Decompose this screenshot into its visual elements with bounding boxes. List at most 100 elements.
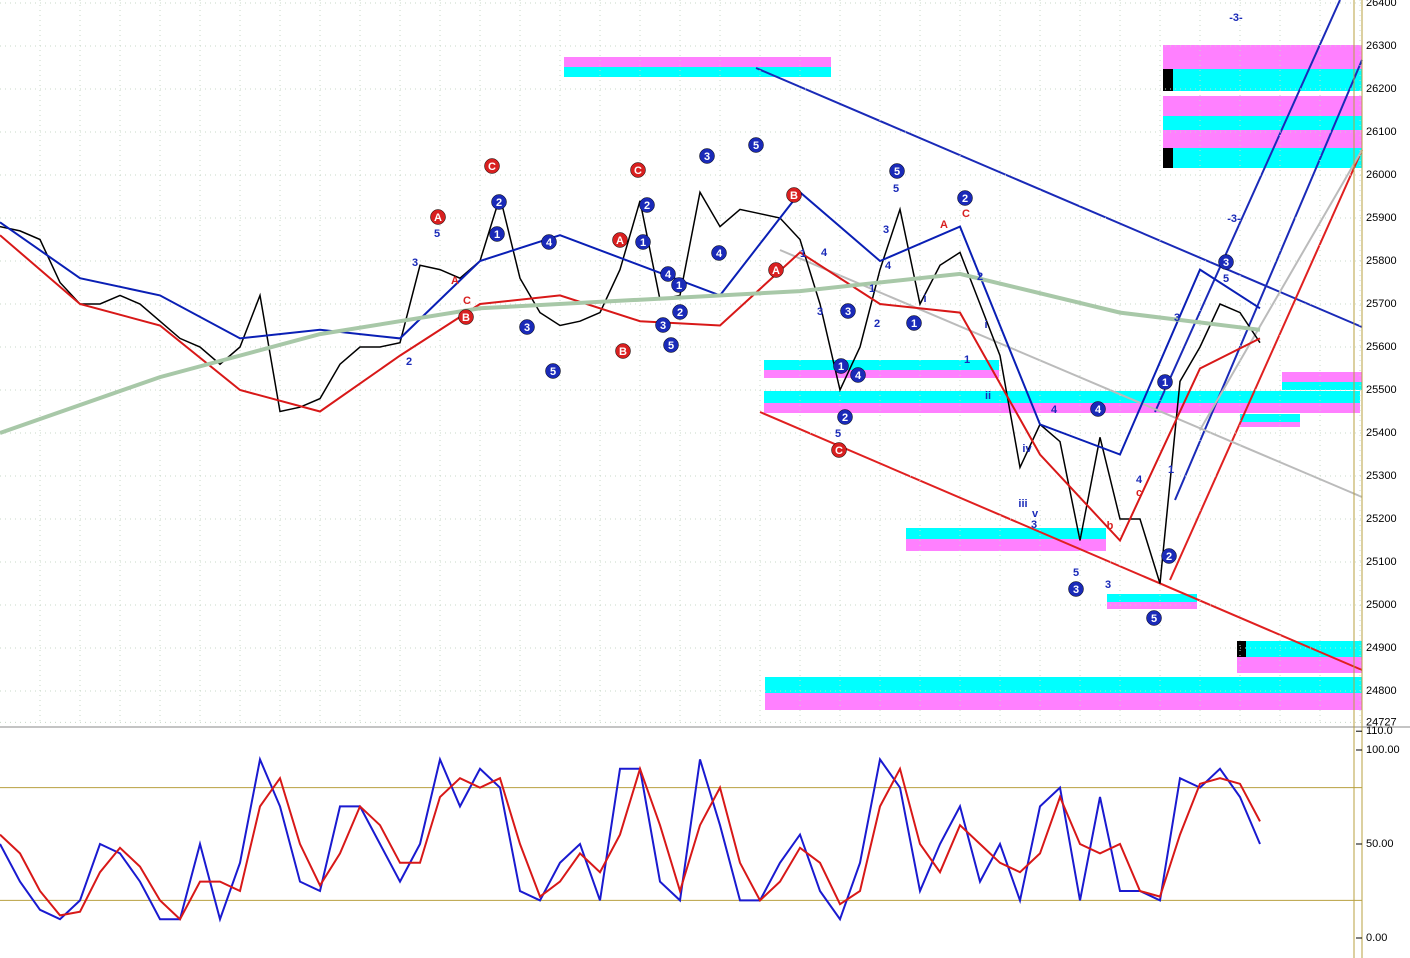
wave-label: ii	[985, 390, 991, 402]
wave-marker	[1068, 581, 1084, 597]
zone	[1282, 372, 1362, 382]
wave-label: 4	[855, 370, 862, 382]
series-line	[0, 234, 1261, 543]
wave-marker	[1218, 254, 1234, 270]
y-tick-label: 26100	[1366, 126, 1397, 138]
zone	[1240, 422, 1300, 427]
wave-label: B	[790, 190, 798, 202]
wave-label: c	[1136, 487, 1142, 499]
zone-marker	[1163, 148, 1173, 168]
wave-marker	[484, 158, 500, 174]
wave-label: A	[772, 265, 780, 277]
y-tick-label: 26200	[1366, 83, 1397, 95]
wave-label: C	[463, 295, 471, 307]
wave-marker	[430, 209, 446, 225]
wave-marker	[1161, 548, 1177, 564]
zone	[1282, 382, 1362, 390]
wave-marker	[612, 232, 628, 248]
wave-marker	[833, 358, 849, 374]
wave-label: 3	[412, 257, 418, 269]
wave-label: -3-	[1227, 213, 1241, 225]
zone	[765, 693, 1362, 710]
wave-marker	[1146, 610, 1162, 626]
y-tick-label: 26400	[1366, 0, 1397, 9]
wave-label: A	[616, 235, 624, 247]
wave-marker	[711, 245, 727, 261]
wave-marker	[1090, 401, 1106, 417]
wave-marker	[768, 262, 784, 278]
zone	[764, 391, 1360, 403]
wave-label: 1	[869, 283, 875, 295]
zone	[765, 677, 1362, 693]
wave-marker	[545, 363, 561, 379]
wave-label: 3	[1105, 579, 1111, 591]
wave-label: i	[984, 319, 987, 331]
trend-line	[759, 411, 1363, 671]
wave-marker	[850, 367, 866, 383]
wave-label: 3	[817, 306, 823, 318]
y-tick-label: 0.00	[1366, 932, 1387, 944]
y-tick-label: 110.0	[1366, 725, 1393, 737]
y-tick-label: 25400	[1366, 427, 1397, 439]
zone	[1163, 45, 1362, 69]
wave-marker	[1157, 374, 1173, 390]
wave-label: C	[962, 208, 970, 220]
wave-marker	[660, 266, 676, 282]
wave-label: 1	[676, 280, 682, 292]
zone	[764, 403, 1360, 413]
wave-marker	[630, 162, 646, 178]
y-tick-label: 25600	[1366, 341, 1397, 353]
wave-label: 1	[911, 318, 917, 330]
wave-label: 3	[845, 306, 851, 318]
wave-marker	[831, 442, 847, 458]
wave-label: 3	[524, 322, 530, 334]
trend-line	[1154, 0, 1341, 413]
wave-label: 2	[496, 197, 502, 209]
series-line	[0, 765, 1261, 921]
wave-label: 4	[716, 248, 723, 260]
trend-line	[1174, 59, 1363, 501]
wave-label: 5	[753, 140, 759, 152]
wave-label: 2	[1166, 551, 1172, 563]
wave-marker	[699, 148, 715, 164]
wave-marker	[639, 197, 655, 213]
wave-marker	[519, 319, 535, 335]
y-tick-label: 100.00	[1366, 744, 1400, 756]
zone	[906, 528, 1106, 539]
trend-line	[755, 67, 1363, 328]
y-tick-label: 25200	[1366, 513, 1397, 525]
wave-label: 2	[874, 318, 880, 330]
zone	[564, 57, 831, 67]
wave-label: 2	[977, 271, 983, 283]
wave-label: 2	[406, 356, 412, 368]
wave-label: 4	[1095, 404, 1102, 416]
trend-line	[1169, 149, 1363, 581]
wave-label: 4	[546, 237, 553, 249]
wave-label: C	[634, 165, 642, 177]
wave-label: 5	[550, 366, 556, 378]
wave-label: 1	[964, 354, 970, 366]
wave-label: 2	[644, 200, 650, 212]
wave-marker	[906, 315, 922, 331]
wave-marker	[840, 303, 856, 319]
wave-label: B	[462, 312, 470, 324]
wave-label: 5	[1073, 567, 1079, 579]
zone	[1163, 96, 1362, 116]
wave-marker	[541, 234, 557, 250]
wave-label: v	[1032, 508, 1039, 520]
wave-marker	[748, 137, 764, 153]
wave-label: 2	[842, 412, 848, 424]
wave-label: C	[835, 445, 843, 457]
wave-marker	[655, 317, 671, 333]
wave-label: 4	[665, 269, 672, 281]
wave-label: iv	[1022, 443, 1032, 455]
wave-label: A	[940, 219, 948, 231]
wave-label: 5	[835, 428, 841, 440]
wave-label: A	[434, 212, 442, 224]
wave-marker	[491, 194, 507, 210]
y-tick-label: 25500	[1366, 384, 1397, 396]
wave-label: C	[488, 161, 496, 173]
zone	[1163, 148, 1362, 168]
wave-label: 4	[1136, 474, 1143, 486]
